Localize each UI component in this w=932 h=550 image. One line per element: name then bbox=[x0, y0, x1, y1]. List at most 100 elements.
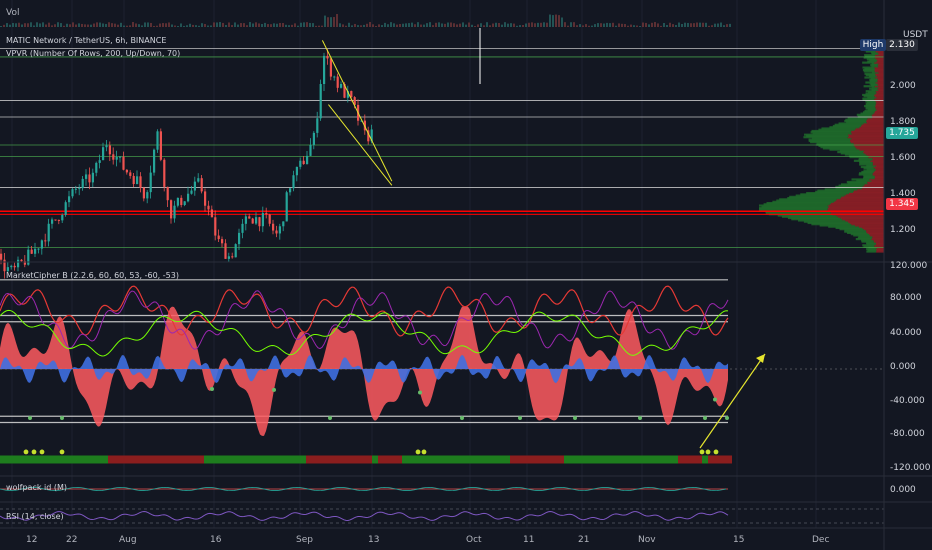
vpvr-row-down bbox=[838, 215, 884, 218]
volume-bar bbox=[621, 23, 623, 27]
vpvr-row-up bbox=[835, 185, 863, 189]
candle-body bbox=[217, 235, 220, 240]
volume-bar bbox=[702, 22, 704, 27]
vpvr-row-down bbox=[873, 170, 884, 174]
vpvr-row-up bbox=[761, 205, 829, 208]
vpvr-row-down bbox=[855, 224, 884, 227]
volume-bar bbox=[237, 24, 239, 27]
vpvr-row-up bbox=[777, 214, 837, 217]
volume-bar bbox=[426, 23, 428, 27]
vpvr-row-up bbox=[808, 138, 851, 141]
vpvr-row-up bbox=[832, 124, 861, 128]
volume-bar bbox=[357, 25, 359, 27]
vpvr-row-up bbox=[835, 187, 863, 190]
candle-body bbox=[61, 214, 64, 221]
volume-bar bbox=[69, 24, 71, 27]
candle-body bbox=[78, 188, 81, 190]
money-flow-strip bbox=[48, 455, 54, 464]
volume-bar bbox=[279, 22, 281, 27]
volume-bar bbox=[528, 22, 530, 27]
candle-body bbox=[272, 223, 275, 231]
money-flow-strip bbox=[18, 455, 24, 464]
wolfpack-label[interactable]: wolfpack id (M) bbox=[6, 483, 68, 492]
money-flow-strip bbox=[570, 455, 576, 464]
volume-bar bbox=[186, 25, 188, 27]
volume-bar bbox=[30, 22, 32, 27]
vpvr-row-up bbox=[844, 230, 867, 233]
money-flow-strip bbox=[480, 455, 486, 464]
candle-body bbox=[329, 58, 332, 77]
volume-bar bbox=[633, 25, 635, 27]
vpvr-row-up bbox=[869, 78, 878, 82]
money-flow-strip bbox=[546, 455, 552, 464]
money-flow-strip bbox=[510, 455, 516, 464]
vpvr-row-up bbox=[816, 142, 854, 145]
volume-bar bbox=[273, 23, 275, 27]
vpvr-label[interactable]: VPVR (Number Of Rows, 200, Up/Down, 70) bbox=[6, 49, 181, 58]
vpvr-row-down bbox=[874, 245, 884, 248]
vpvr-row-up bbox=[863, 56, 875, 59]
vpvr-row-down bbox=[874, 66, 884, 69]
time-tick: Dec bbox=[812, 535, 830, 545]
money-flow-strip bbox=[648, 455, 654, 464]
money-flow-strip bbox=[618, 455, 624, 464]
volume-bar bbox=[624, 24, 626, 27]
money-flow-strip bbox=[426, 455, 432, 464]
vpvr-row-down bbox=[875, 247, 884, 251]
vpvr-row-down bbox=[827, 208, 884, 211]
vpvr-row-down bbox=[868, 154, 884, 157]
vpvr-row-up bbox=[791, 218, 843, 221]
volume-bar bbox=[453, 23, 455, 27]
vpvr-row-down bbox=[875, 110, 884, 113]
candle-body bbox=[295, 166, 298, 176]
volume-bar bbox=[192, 24, 194, 27]
cipher-label[interactable]: MarketCipher B (2.2.6, 60, 60, 53, -60, … bbox=[6, 271, 179, 280]
vpvr-row-up bbox=[860, 112, 874, 115]
money-flow-strip bbox=[54, 455, 60, 464]
money-flow-strip bbox=[624, 455, 630, 464]
volume-bar bbox=[606, 22, 608, 27]
volume-bar bbox=[300, 22, 302, 27]
money-flow-strip bbox=[312, 455, 318, 464]
volume-bar bbox=[339, 23, 341, 27]
candle-body bbox=[119, 156, 122, 158]
vpvr-row-down bbox=[847, 220, 884, 223]
vpvr-row-up bbox=[870, 77, 878, 80]
volume-bar bbox=[516, 25, 518, 27]
cipher-tick: 80.000 bbox=[890, 293, 922, 303]
vpvr-row-down bbox=[869, 233, 884, 236]
candle-body bbox=[74, 188, 77, 190]
time-tick: 22 bbox=[66, 535, 78, 545]
vpvr-row-down bbox=[875, 90, 884, 93]
money-flow-strip bbox=[138, 455, 144, 464]
money-flow-strip bbox=[468, 455, 474, 464]
volume-bar bbox=[408, 23, 410, 27]
candle-body bbox=[319, 84, 322, 119]
vpvr-row-down bbox=[866, 153, 884, 156]
symbol-title[interactable]: MATIC Network / TetherUS, 6h, BINANCE bbox=[6, 36, 167, 45]
vpvr-row-down bbox=[862, 151, 884, 154]
money-flow-strip bbox=[390, 455, 396, 464]
vpvr-row-down bbox=[848, 134, 884, 138]
vpvr-row-down bbox=[863, 228, 884, 231]
volume-bar bbox=[297, 25, 299, 27]
money-flow-strip bbox=[234, 455, 240, 464]
candle-body bbox=[173, 205, 176, 219]
vpvr-row-up bbox=[789, 195, 842, 198]
volume-bar bbox=[240, 23, 242, 27]
volume-bar bbox=[699, 22, 701, 27]
vpvr-row-up bbox=[864, 72, 876, 75]
vpvr-row-up bbox=[804, 133, 849, 136]
vpvr-row-up bbox=[776, 199, 836, 202]
vpvr-row-up bbox=[837, 151, 863, 154]
vpvr-row-up bbox=[870, 51, 879, 54]
rsi-label[interactable]: RSI (14, close) bbox=[6, 512, 64, 521]
candle-body bbox=[261, 213, 264, 227]
time-tick: 11 bbox=[523, 535, 535, 545]
vpvr-row-down bbox=[874, 93, 884, 97]
volume-bar bbox=[150, 22, 152, 27]
money-flow-strip bbox=[492, 455, 498, 464]
volume-bar bbox=[465, 24, 467, 27]
volume-bar bbox=[597, 23, 599, 27]
